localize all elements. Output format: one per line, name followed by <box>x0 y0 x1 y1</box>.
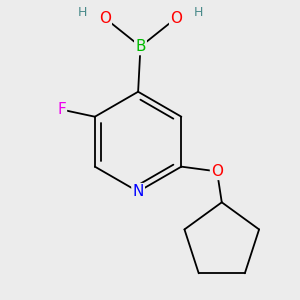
Text: B: B <box>135 39 146 54</box>
Text: O: O <box>211 164 223 179</box>
Text: N: N <box>132 184 144 199</box>
Text: H: H <box>77 6 87 19</box>
Text: H: H <box>194 6 203 19</box>
Text: O: O <box>170 11 182 26</box>
Text: O: O <box>99 11 111 26</box>
Text: F: F <box>57 102 66 117</box>
